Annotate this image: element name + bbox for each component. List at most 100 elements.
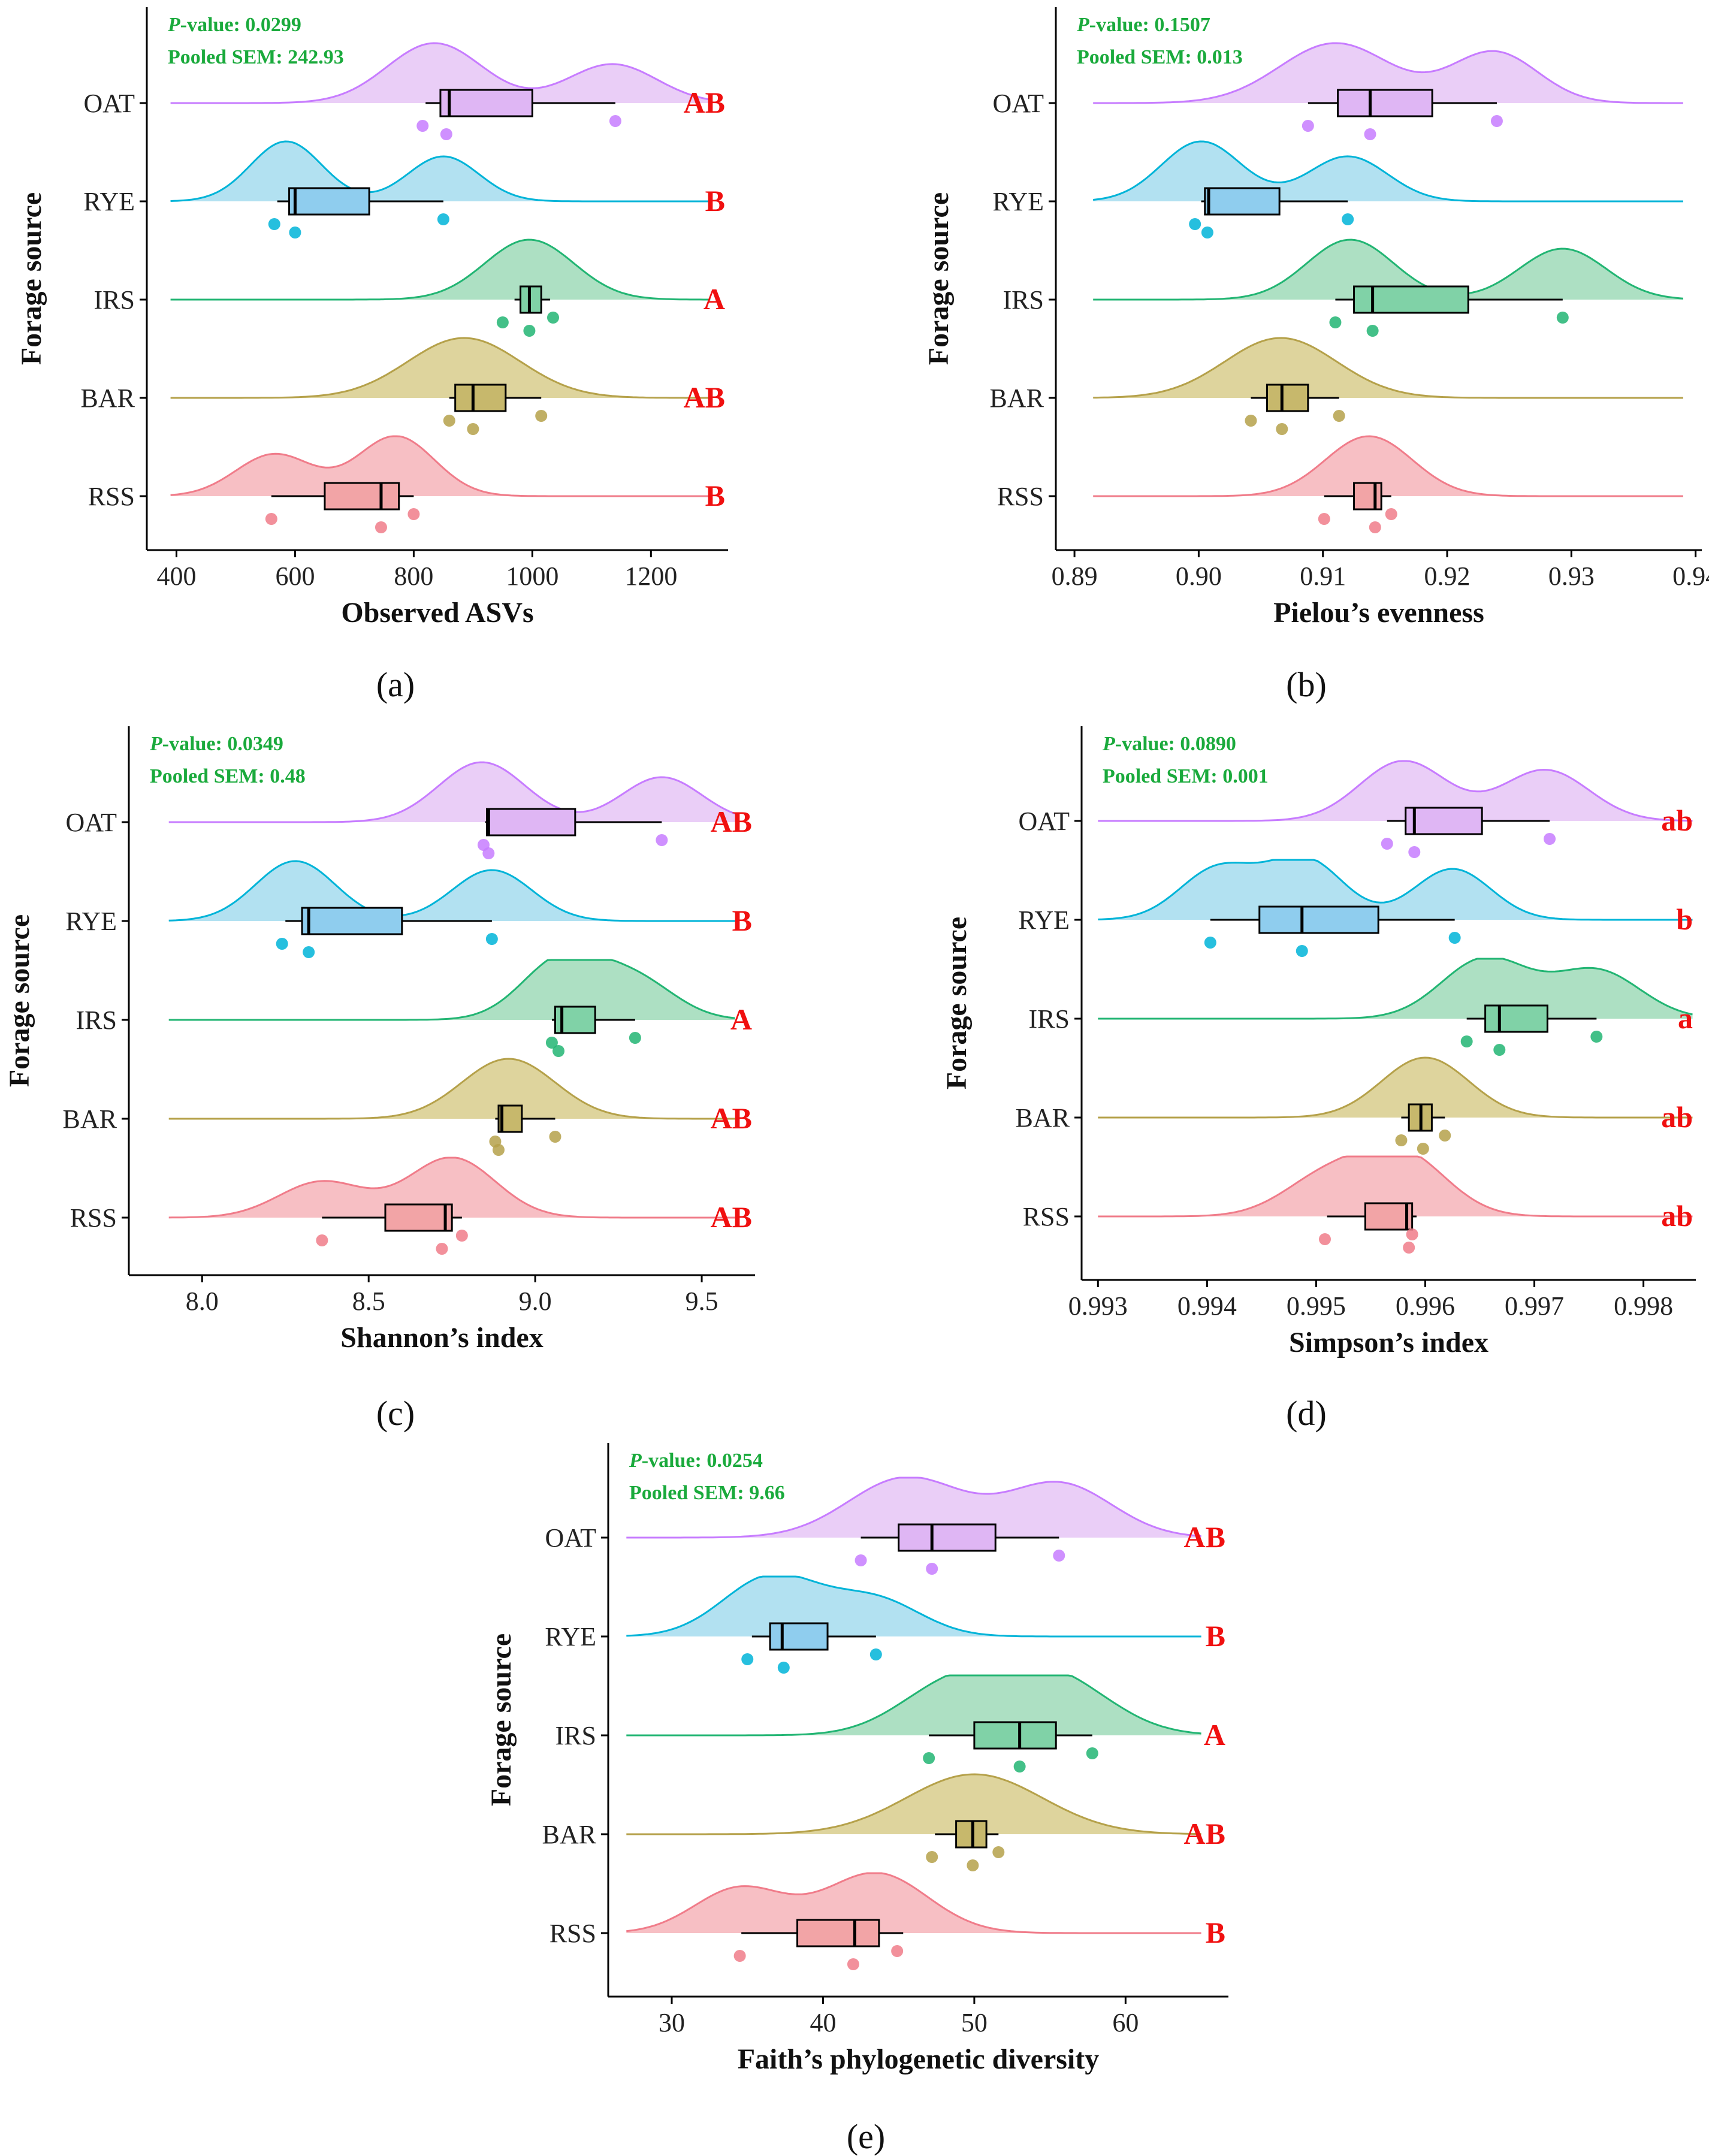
- data-point: [1053, 1550, 1065, 1562]
- density-fill: [1093, 141, 1683, 201]
- data-point: [289, 227, 301, 238]
- y-tick-label: RSS: [997, 482, 1044, 511]
- density-outline: [626, 1872, 1201, 1934]
- box: [955, 1820, 988, 1849]
- box: [769, 1622, 829, 1651]
- density-outline: [168, 761, 736, 823]
- p-value-label: P-value: 0.0349: [149, 733, 283, 755]
- data-point: [440, 128, 452, 140]
- data-point: [1439, 1130, 1451, 1142]
- density-fill: [1098, 959, 1693, 1019]
- sig-letter: AB: [711, 1200, 752, 1234]
- sig-letter: a: [1678, 1001, 1693, 1035]
- data-point: [467, 423, 479, 435]
- p-value-prefix: -value:: [642, 1450, 707, 1472]
- y-tick-label: RSS: [549, 1919, 596, 1948]
- box: [288, 187, 370, 216]
- density-outline: [1093, 140, 1683, 203]
- p-value-label: P-value: 0.0299: [167, 14, 301, 36]
- series-irs: A: [626, 1674, 1225, 1772]
- density-fill: [170, 338, 711, 398]
- series-bar: AB: [626, 1773, 1225, 1871]
- y-tick-label: BAR: [542, 1820, 597, 1849]
- sig-letter: ab: [1661, 804, 1693, 837]
- sig-letter: ab: [1661, 1100, 1693, 1134]
- density-outline: [1093, 435, 1683, 497]
- y-tick-label: RYE: [1018, 905, 1070, 935]
- data-point: [1201, 227, 1213, 238]
- pooled-sem-prefix: Pooled SEM:: [150, 765, 270, 787]
- density-outline: [626, 1773, 1201, 1835]
- density-outline: [1098, 1155, 1693, 1218]
- density-outline: [1098, 1056, 1693, 1119]
- series-irs: [1093, 238, 1684, 337]
- series-rye: B: [170, 140, 725, 238]
- p-value-prefix: -value:: [180, 14, 246, 36]
- y-tick-label: IRS: [1003, 285, 1044, 315]
- y-tick-label: BAR: [990, 384, 1044, 413]
- data-point: [1296, 945, 1308, 957]
- p-italic: P: [167, 14, 180, 36]
- density-fill: [626, 1577, 1201, 1636]
- p-value-label: P-value: 0.0890: [1102, 733, 1236, 755]
- y-tick-label: RYE: [545, 1622, 596, 1651]
- series-rss: B: [626, 1872, 1225, 1970]
- density-fill: [170, 141, 711, 201]
- density-fill: [170, 43, 711, 103]
- density-fill: [626, 1675, 1201, 1735]
- y-tick-label: OAT: [65, 808, 117, 837]
- y-axis-title: Forage source: [485, 1633, 517, 1806]
- data-point: [733, 1950, 746, 1962]
- data-point: [923, 1752, 935, 1764]
- x-tick-label: 60: [1112, 2008, 1139, 2037]
- sig-letter: b: [1676, 902, 1693, 936]
- panel-b: P-value: 0.1507 Pooled SEM: 0.013 OAT RYE IR…: [923, 7, 1709, 704]
- density-outline: [1093, 238, 1684, 301]
- density-fill: [626, 1873, 1201, 1933]
- data-point: [276, 938, 288, 950]
- pooled-sem-label: Pooled SEM: 9.66: [629, 1482, 785, 1504]
- density-outline: [626, 1674, 1201, 1737]
- density-outline: [1098, 859, 1693, 921]
- density-outline: [170, 140, 711, 203]
- series-irs: a: [1098, 958, 1693, 1056]
- data-point: [316, 1234, 328, 1246]
- data-point: [482, 847, 495, 859]
- data-point: [1329, 316, 1342, 328]
- y-tick-label: OAT: [992, 89, 1044, 118]
- x-tick-label: 0.90: [1176, 561, 1222, 591]
- sig-letter: AB: [684, 86, 725, 119]
- panel-label: (c): [376, 1394, 415, 1433]
- series-irs: A: [168, 959, 752, 1057]
- data-point: [547, 312, 560, 324]
- data-point: [436, 1243, 448, 1255]
- density-outline: [1093, 337, 1683, 399]
- density-outline: [170, 238, 711, 301]
- data-point: [926, 1563, 938, 1575]
- x-tick-label: 9.0: [519, 1287, 552, 1316]
- y-tick-label: BAR: [81, 384, 135, 413]
- data-point: [416, 120, 429, 132]
- p-value-label: P-value: 0.1507: [1076, 14, 1210, 36]
- data-point: [1366, 325, 1379, 337]
- y-tick-label: OAT: [1018, 807, 1070, 836]
- data-point: [523, 325, 536, 337]
- series-rye: B: [168, 860, 752, 958]
- data-point: [265, 513, 277, 525]
- sig-letter: A: [730, 1002, 752, 1036]
- data-point: [455, 1230, 468, 1242]
- density-fill: [1098, 1156, 1693, 1216]
- series-bar: ab: [1098, 1056, 1693, 1155]
- sig-letter: ab: [1661, 1199, 1693, 1233]
- density-fill: [1098, 860, 1693, 920]
- data-point: [967, 1859, 979, 1871]
- p-value-prefix: -value:: [162, 733, 228, 755]
- x-axis-title: Simpson’s index: [1289, 1327, 1488, 1358]
- data-point: [1013, 1761, 1026, 1772]
- density-fill: [626, 1478, 1201, 1538]
- x-tick-label: 0.994: [1177, 1291, 1237, 1321]
- density-fill: [1098, 761, 1693, 821]
